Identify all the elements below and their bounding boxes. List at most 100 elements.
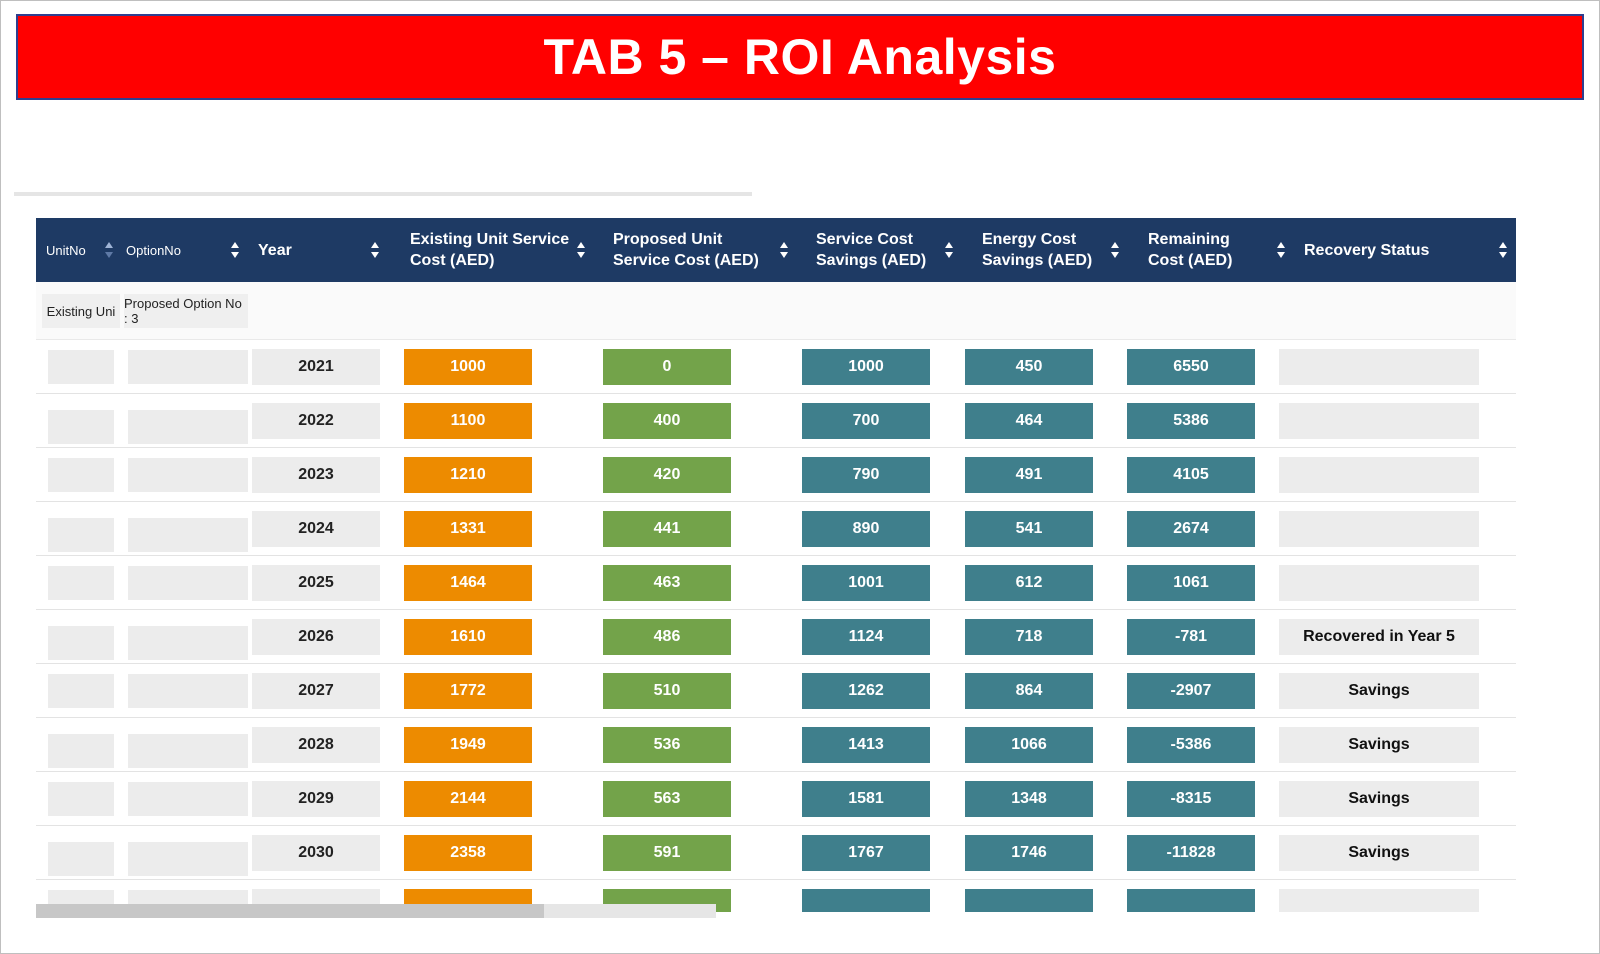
sort-icon[interactable] <box>1274 240 1288 266</box>
header-year[interactable]: Year <box>248 218 388 282</box>
existing-cost-cell: 1331 <box>404 511 532 547</box>
optionno-cell <box>128 674 248 708</box>
header-existing-cost-label: Existing Unit Service Cost (AED) <box>410 231 570 269</box>
year-cell: 2027 <box>252 673 380 709</box>
recovery-status-cell: Savings <box>1279 835 1479 871</box>
remaining-cost-cell: -11828 <box>1127 835 1255 871</box>
proposed-cost-cell: 441 <box>603 511 731 547</box>
row-separator <box>248 501 1516 502</box>
optionno-cell <box>128 566 248 600</box>
service-savings-cell: 1413 <box>802 727 930 763</box>
header-unitno[interactable]: UnitNo <box>46 218 122 282</box>
sort-icon[interactable] <box>942 240 956 266</box>
energy-savings-cell: 1746 <box>965 835 1093 871</box>
row-separator <box>36 771 248 772</box>
sort-icon[interactable] <box>1108 240 1122 266</box>
sort-icon[interactable] <box>228 240 242 266</box>
remaining-cost-cell: -8315 <box>1127 781 1255 817</box>
divider <box>14 192 752 196</box>
optionno-cell <box>128 350 248 384</box>
recovery-status-cell: Savings <box>1279 673 1479 709</box>
year-cell: 2028 <box>252 727 380 763</box>
remaining-cost-cell: -781 <box>1127 619 1255 655</box>
recovery-status-cell: Recovered in Year 5 <box>1279 619 1479 655</box>
energy-savings-cell: 541 <box>965 511 1093 547</box>
energy-savings-cell: 718 <box>965 619 1093 655</box>
unitno-cell <box>48 566 114 600</box>
proposed-cost-cell: 420 <box>603 457 731 493</box>
header-proposed-cost-label: Proposed Unit Service Cost (AED) <box>613 231 759 269</box>
remaining-cost-cell: -5386 <box>1127 727 1255 763</box>
sort-icon[interactable] <box>1496 240 1510 266</box>
remaining-cost-cell: -2907 <box>1127 673 1255 709</box>
existing-cost-cell: 1464 <box>404 565 532 601</box>
sort-icon[interactable] <box>368 240 382 266</box>
proposed-cost-cell: 563 <box>603 781 731 817</box>
proposed-cost-cell: 486 <box>603 619 731 655</box>
recovery-status-cell <box>1279 565 1479 601</box>
service-savings-cell: 890 <box>802 511 930 547</box>
row-separator <box>248 555 1516 556</box>
filter-optionno-value: Proposed Option No : 3 <box>124 296 242 326</box>
year-cell: 2023 <box>252 457 380 493</box>
filter-row-main <box>248 282 1516 340</box>
sort-icon[interactable] <box>102 240 116 266</box>
row-separator <box>36 717 248 718</box>
header-existing-cost[interactable]: Existing Unit Service Cost (AED) <box>400 218 594 282</box>
service-savings-cell: 1581 <box>802 781 930 817</box>
row-separator <box>36 609 248 610</box>
row-separator <box>248 609 1516 610</box>
unitno-cell <box>48 518 114 552</box>
service-savings-cell: 1124 <box>802 619 930 655</box>
existing-cost-cell: 1100 <box>404 403 532 439</box>
proposed-cost-cell: 463 <box>603 565 731 601</box>
unitno-cell <box>48 674 114 708</box>
year-cell: 2025 <box>252 565 380 601</box>
header-remaining-cost[interactable]: Remaining Cost (AED) <box>1138 218 1294 282</box>
year-cell: 2030 <box>252 835 380 871</box>
unitno-cell <box>48 626 114 660</box>
year-cell: 2026 <box>252 619 380 655</box>
recovery-status-cell <box>1279 511 1479 547</box>
row-separator <box>36 393 248 394</box>
unitno-cell <box>48 782 114 816</box>
header-proposed-cost[interactable]: Proposed Unit Service Cost (AED) <box>603 218 797 282</box>
year-cell: 2022 <box>252 403 380 439</box>
existing-cost-cell: 1210 <box>404 457 532 493</box>
existing-cost-cell: 1610 <box>404 619 532 655</box>
year-cell: 2021 <box>252 349 380 385</box>
header-service-savings[interactable]: Service Cost Savings (AED) <box>806 218 962 282</box>
header-energy-savings[interactable]: Energy Cost Savings (AED) <box>972 218 1128 282</box>
energy-savings-cell: 612 <box>965 565 1093 601</box>
header-recovery-status-label: Recovery Status <box>1304 241 1430 259</box>
sort-icon[interactable] <box>574 240 588 266</box>
row-separator <box>248 879 1516 880</box>
page-title: TAB 5 – ROI Analysis <box>543 29 1057 85</box>
table-header: Year Existing Unit Service Cost (AED) Pr… <box>248 218 1516 282</box>
optionno-cell <box>128 842 248 876</box>
proposed-cost-cell: 536 <box>603 727 731 763</box>
filter-unitno[interactable]: Existing Uni <box>42 294 120 328</box>
remaining-cost-cell: 2674 <box>1127 511 1255 547</box>
unitno-cell <box>48 350 114 384</box>
recovery-status-cell: Savings <box>1279 781 1479 817</box>
remaining-cost-cell <box>1127 889 1255 912</box>
remaining-cost-cell: 1061 <box>1127 565 1255 601</box>
recovery-status-cell: Savings <box>1279 727 1479 763</box>
filter-optionno[interactable]: Proposed Option No : 3 <box>124 294 248 328</box>
title-banner: TAB 5 – ROI Analysis <box>16 14 1584 100</box>
horizontal-scrollbar-thumb[interactable] <box>36 904 544 918</box>
existing-cost-cell: 2358 <box>404 835 532 871</box>
energy-savings-cell: 464 <box>965 403 1093 439</box>
recovery-status-cell <box>1279 889 1479 912</box>
proposed-cost-cell: 0 <box>603 349 731 385</box>
sort-icon[interactable] <box>777 240 791 266</box>
proposed-cost-cell: 400 <box>603 403 731 439</box>
header-energy-savings-label: Energy Cost Savings (AED) <box>982 231 1093 269</box>
row-separator <box>36 879 248 880</box>
header-optionno[interactable]: OptionNo <box>126 218 248 282</box>
frozen-columns: UnitNo OptionNo Existing Uni Proposed Op… <box>36 218 248 912</box>
header-recovery-status[interactable]: Recovery Status <box>1294 218 1516 282</box>
existing-cost-cell: 1000 <box>404 349 532 385</box>
row-separator <box>248 393 1516 394</box>
